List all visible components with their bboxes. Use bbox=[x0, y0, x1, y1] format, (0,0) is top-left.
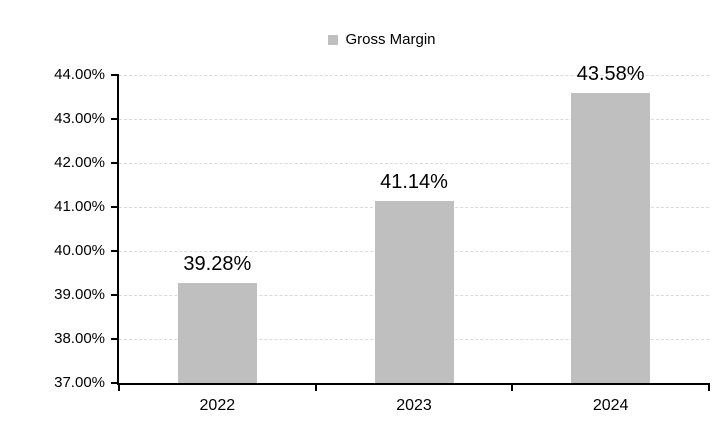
y-axis-label: 44.00% bbox=[54, 66, 105, 83]
x-axis-label-2024: 2024 bbox=[592, 397, 629, 414]
y-axis-label: 42.00% bbox=[54, 154, 105, 171]
y-axis-tick bbox=[111, 338, 119, 340]
y-axis-tick bbox=[111, 74, 119, 76]
x-axis-label-2023: 2023 bbox=[396, 397, 432, 414]
value-label-2022: 39.28% bbox=[183, 253, 252, 275]
plot-area: 37.00% 38.00% 39.00% 40.00% 41.00% 42.00% 43.0… bbox=[54, 63, 710, 414]
x-axis-tick bbox=[511, 383, 513, 391]
x-axis-label-2022: 2022 bbox=[199, 397, 236, 414]
legend: Gross Margin bbox=[18, 31, 728, 49]
y-axis-tick bbox=[111, 118, 119, 120]
y-axis-tick bbox=[111, 206, 119, 208]
x-axis-tick bbox=[708, 383, 710, 391]
gridline bbox=[119, 118, 709, 120]
gridline bbox=[119, 162, 709, 164]
value-label-2024: 43.58% bbox=[576, 63, 645, 85]
value-label-2023: 41.14% bbox=[380, 171, 448, 193]
bar-2022 bbox=[178, 283, 257, 383]
bar-2024 bbox=[571, 93, 650, 383]
y-axis-tick bbox=[111, 162, 119, 164]
y-axis-tick bbox=[111, 250, 119, 252]
y-axis-label: 43.00% bbox=[54, 110, 105, 127]
y-axis-label: 40.00% bbox=[54, 242, 105, 259]
y-axis-label: 41.00% bbox=[54, 198, 105, 215]
gridline bbox=[119, 74, 709, 76]
legend-label: Gross Margin bbox=[345, 31, 436, 48]
legend-swatch-icon bbox=[328, 35, 339, 45]
x-axis-tick bbox=[315, 383, 317, 391]
y-axis-tick bbox=[111, 294, 119, 296]
y-axis-label: 38.00% bbox=[54, 330, 105, 347]
bar-2023 bbox=[375, 201, 454, 383]
y-axis-tick bbox=[111, 382, 119, 384]
y-axis-label: 39.00% bbox=[54, 286, 105, 303]
x-axis-tick bbox=[118, 383, 120, 391]
y-axis-label: 37.00% bbox=[54, 374, 105, 391]
